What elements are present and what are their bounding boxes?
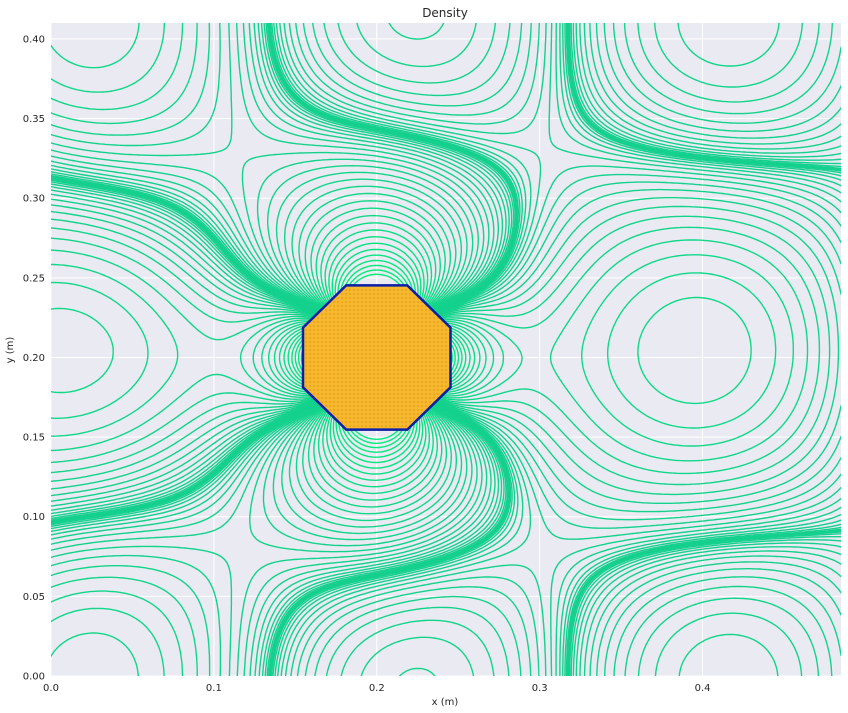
y-axis-label: y (m) <box>5 337 16 364</box>
y-tick-label: 0.30 <box>23 194 45 205</box>
y-tick-label: 0.35 <box>23 114 45 125</box>
obstacle-outline <box>301 284 452 431</box>
obstacle-layer <box>301 284 452 431</box>
x-tick-label: 0.4 <box>695 683 711 694</box>
x-axis-ticks: 0.0 0.1 0.2 0.3 0.4 <box>43 683 710 694</box>
x-tick-label: 0.3 <box>532 683 548 694</box>
y-tick-label: 0.05 <box>23 592 45 603</box>
y-tick-label: 0.40 <box>23 34 45 45</box>
y-tick-label: 0.15 <box>23 433 45 444</box>
y-tick-label: 0.10 <box>23 512 45 523</box>
y-tick-label: 0.20 <box>23 353 45 364</box>
x-axis-label: x (m) <box>432 697 459 708</box>
y-tick-label: 0.25 <box>23 273 45 284</box>
x-tick-label: 0.1 <box>206 683 222 694</box>
y-axis-ticks: 0.00 0.05 0.10 0.15 0.20 0.25 0.30 0.35 0.40 <box>23 34 45 682</box>
chart-title: Density <box>422 6 468 20</box>
y-tick-label: 0.00 <box>23 672 45 683</box>
x-tick-label: 0.0 <box>43 683 59 694</box>
x-tick-label: 0.2 <box>369 683 385 694</box>
